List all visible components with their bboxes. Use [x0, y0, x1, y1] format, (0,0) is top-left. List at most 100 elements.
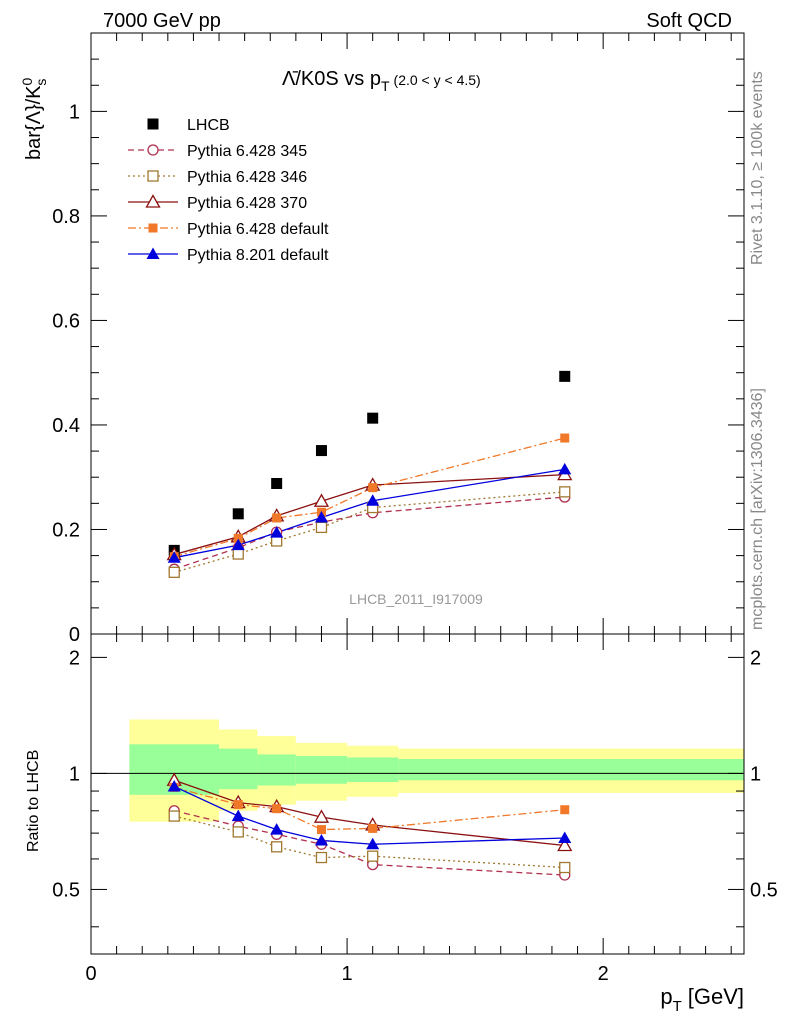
rivet-label: Rivet 3.1.10, ≥ 100k events [749, 71, 766, 265]
chart-title-range: (2.0 < y < 4.5) [394, 72, 481, 88]
legend-marker [147, 144, 159, 156]
y-tick-label: 0.8 [52, 206, 80, 228]
ratio-point-pythia-8-201-default [366, 837, 380, 850]
ratio-line-pythia-6-428-default [174, 786, 565, 831]
legend-label: Pythia 6.428 345 [187, 143, 307, 160]
legend-item-pythia-6-428-345: Pythia 6.428 345 [128, 143, 307, 160]
legend-marker [145, 194, 161, 208]
y-axis-label-main: bar{Λ}/K [23, 85, 45, 160]
ratio-band-inner [398, 758, 744, 781]
ratio-band-inner [257, 754, 296, 786]
ratio-point-pythia-6-428-346 [559, 861, 571, 874]
ratio-point-pythia-8-201-default [231, 809, 245, 822]
legend-item-pythia-6-428-370: Pythia 6.428 370 [128, 194, 307, 212]
data-point-pythia-6-428-default [560, 433, 570, 443]
ratio-point-pythia-6-428-default [560, 805, 570, 815]
x-axis-label-sub: T [673, 998, 682, 1015]
data-point-pythia-6-428-346 [232, 548, 244, 560]
y-tick-label: 0 [69, 624, 80, 646]
y-tick-label: 0.2 [52, 519, 80, 541]
ratio-point-pythia-8-201-default [167, 779, 181, 792]
legend: LHCB Pythia 6.428 345 Pythia 6.428 346 Pyth… [128, 117, 329, 264]
legend-label: LHCB [187, 117, 230, 134]
data-point-lhcb [315, 445, 327, 457]
data-point-lhcb [367, 412, 379, 424]
data-point-pythia-6-428-370 [313, 493, 330, 507]
y-tick-label: 0.6 [52, 310, 80, 332]
ratio-point-pythia-6-428-346 [232, 826, 244, 838]
y-tick-label: 0.4 [52, 415, 80, 437]
ratio-point-pythia-6-428-default [316, 825, 326, 835]
series-line-pythia-6-428-345 [174, 496, 565, 570]
data-point-pythia-8-201-default [366, 494, 380, 506]
ratio-y-tick-label: 0.5 [52, 879, 80, 901]
data-point-pythia-6-428-346 [559, 486, 571, 498]
x-axis-label-main: p [660, 984, 672, 1009]
mcplots-label: mcplots.cern.ch [arXiv:1306.3436] [749, 388, 766, 630]
data-point-pythia-8-201-default [167, 551, 181, 563]
chart-title-sub: T [381, 78, 390, 94]
ratio-band-layer [91, 719, 744, 822]
series-line-pythia-6-428-370 [174, 473, 565, 556]
y-axis-label: bar{Λ}/K0s [19, 77, 49, 160]
ratio-frame [90, 633, 745, 955]
ratio-band-inner [347, 757, 399, 783]
legend-marker [146, 247, 160, 259]
axis-layer: 0 1 200.20.40.60.810.5 0.51 12 2 [52, 32, 778, 985]
legend-item-lhcb: LHCB [147, 117, 230, 134]
watermark: LHCB_2011_I917009 [349, 591, 483, 607]
series-markers-layer [166, 370, 573, 881]
ratio-y-tick-label-right: 1 [750, 763, 761, 785]
series-lines-layer [173, 437, 565, 876]
ratio-point-pythia-8-201-default [314, 833, 328, 846]
series-line-pythia-8-201-default [174, 468, 565, 559]
ratio-y-tick-label-right: 2 [750, 647, 761, 669]
ratio-point-pythia-6-428-370 [557, 837, 573, 852]
data-point-lhcb [559, 370, 571, 382]
data-point-lhcb [271, 477, 283, 489]
ratio-y-tick-label-right: 0.5 [750, 879, 778, 901]
legend-marker [147, 118, 159, 130]
legend-item-pythia-6-428-default: Pythia 6.428 default [128, 221, 329, 238]
chart-title-main: Λ̄/K0S vs p [282, 68, 381, 90]
legend-item-pythia-6-428-346: Pythia 6.428 346 [128, 169, 307, 186]
ratio-y-label: Ratio to LHCB [25, 750, 42, 852]
ratio-point-pythia-8-201-default [270, 823, 284, 835]
legend-marker [147, 170, 159, 182]
x-tick-label: 2 [598, 963, 609, 985]
legend-label: Pythia 6.428 default [187, 221, 329, 238]
ratio-band-inner [295, 755, 348, 784]
ratio-y-tick-label: 2 [69, 647, 80, 669]
ratio-point-pythia-6-428-default [272, 804, 282, 814]
x-tick-label: 1 [342, 963, 353, 985]
legend-label: Pythia 8.201 default [187, 247, 329, 264]
data-point-pythia-6-428-346 [168, 566, 180, 578]
data-point-pythia-8-201-default [270, 526, 284, 538]
ratio-point-pythia-6-428-346 [367, 850, 379, 862]
data-point-pythia-6-428-346 [315, 521, 328, 534]
x-axis-label: pT [GeV] [660, 984, 744, 1015]
data-point-pythia-6-428-default [272, 513, 282, 523]
header-right: Soft QCD [646, 10, 732, 32]
y-axis-label-sub: s [33, 79, 49, 86]
ratio-point-pythia-6-428-default [368, 823, 378, 833]
ratio-line-pythia-6-428-346 [174, 815, 565, 869]
ratio-line-pythia-6-428-370 [174, 779, 565, 847]
legend-label: Pythia 6.428 370 [187, 195, 307, 212]
y-axis-label-sup: 0 [19, 77, 35, 85]
data-point-lhcb [232, 508, 244, 520]
x-tick-label: 0 [85, 963, 96, 985]
ratio-point-pythia-6-428-346 [168, 810, 180, 822]
legend-item-pythia-8-201-default: Pythia 8.201 default [128, 247, 329, 264]
y-tick-label: 1 [69, 101, 80, 123]
ratio-point-pythia-8-201-default [558, 831, 572, 843]
legend-label: Pythia 6.428 346 [187, 169, 307, 186]
data-point-pythia-6-428-default [368, 483, 378, 493]
ratio-y-tick-label: 1 [69, 763, 80, 785]
data-point-pythia-8-201-default [231, 538, 245, 551]
header-left: 7000 GeV pp [103, 10, 221, 32]
data-point-pythia-6-428-default [233, 533, 243, 543]
ratio-line-pythia-6-428-345 [174, 810, 565, 876]
series-line-pythia-6-428-346 [174, 491, 565, 573]
